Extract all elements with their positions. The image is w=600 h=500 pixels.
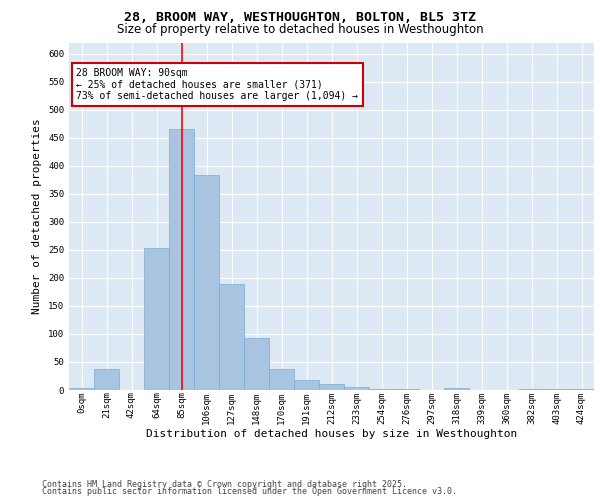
Text: 28, BROOM WAY, WESTHOUGHTON, BOLTON, BL5 3TZ: 28, BROOM WAY, WESTHOUGHTON, BOLTON, BL5… [124,11,476,24]
Text: 28 BROOM WAY: 90sqm
← 25% of detached houses are smaller (371)
73% of semi-detac: 28 BROOM WAY: 90sqm ← 25% of detached ho… [77,68,359,101]
Text: Contains public sector information licensed under the Open Government Licence v3: Contains public sector information licen… [42,487,457,496]
Text: Contains HM Land Registry data © Crown copyright and database right 2025.: Contains HM Land Registry data © Crown c… [42,480,407,489]
Bar [194,176,219,390]
Bar [219,284,244,390]
Bar [69,388,94,390]
Bar [544,389,569,390]
X-axis label: Distribution of detached houses by size in Westhoughton: Distribution of detached houses by size … [146,429,517,439]
Bar [344,387,369,390]
Y-axis label: Number of detached properties: Number of detached properties [32,118,43,314]
Bar [144,248,169,390]
Bar [244,338,269,390]
Bar [169,130,194,390]
Bar [94,368,119,390]
Bar [294,380,319,390]
Bar [319,384,344,390]
Bar [444,388,469,390]
Bar [269,368,294,390]
Text: Size of property relative to detached houses in Westhoughton: Size of property relative to detached ho… [116,22,484,36]
